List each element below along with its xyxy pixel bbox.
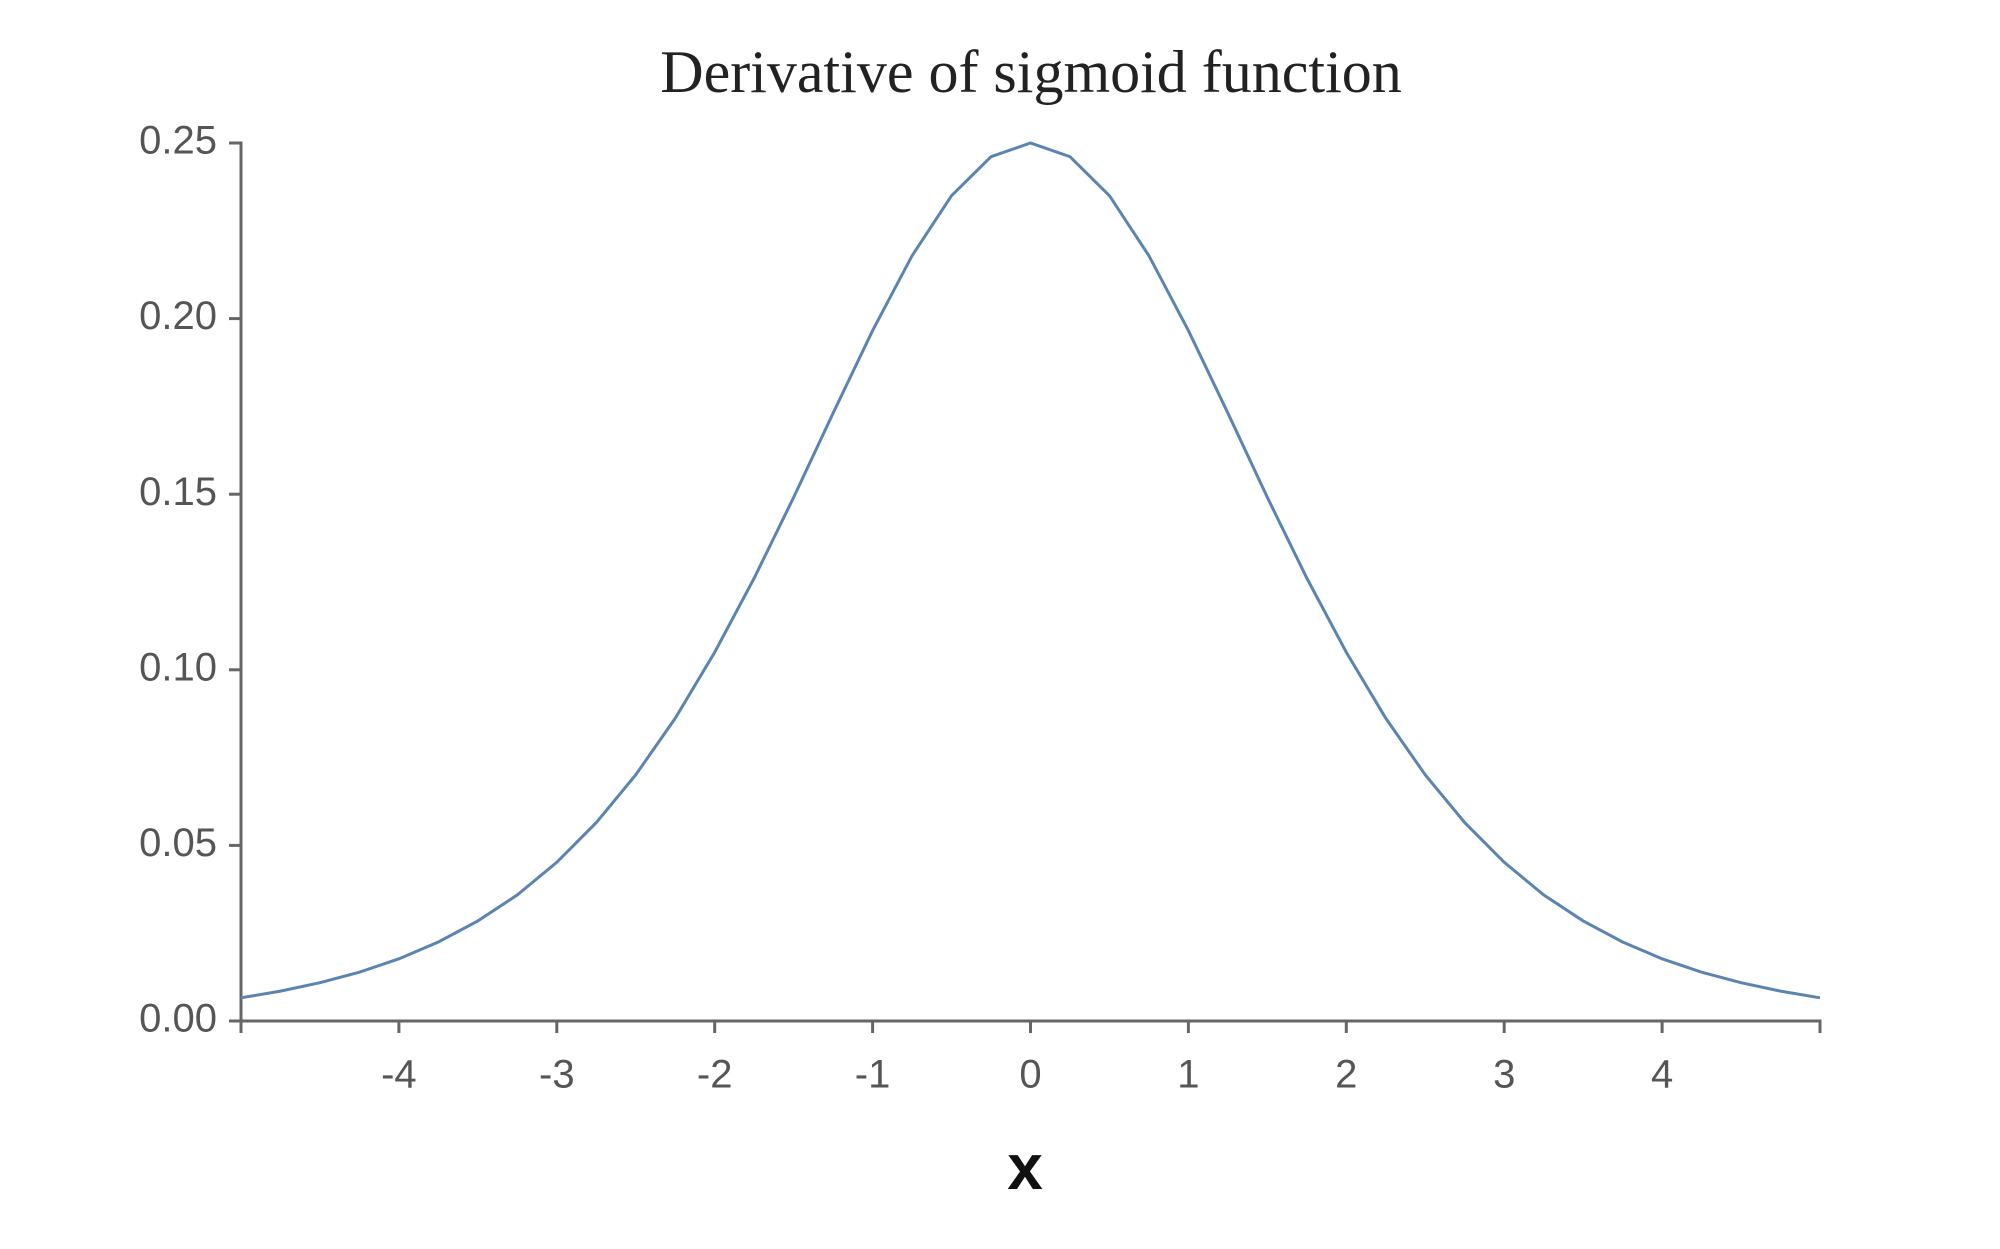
- y-tick-label: 0.25: [139, 119, 217, 163]
- x-tick-label: -3: [539, 1053, 575, 1097]
- y-tick-label: 0.05: [139, 821, 217, 865]
- x-tick-label: 2: [1335, 1053, 1357, 1097]
- y-tick-label: 0.15: [139, 470, 217, 514]
- x-tick-label: -4: [381, 1053, 417, 1097]
- y-axis: [229, 141, 243, 1021]
- x-tick-label: -1: [855, 1053, 891, 1097]
- x-tick-label: 1: [1177, 1053, 1199, 1097]
- x-axis-label: x: [1007, 1131, 1043, 1203]
- x-tick-label: 0: [1019, 1053, 1041, 1097]
- y-tick-label: 0.10: [139, 645, 217, 689]
- x-tick-label: 4: [1651, 1053, 1673, 1097]
- line: [240, 141, 1821, 1000]
- y-tick-label: 0.20: [139, 294, 217, 338]
- x-tick-label: 3: [1493, 1053, 1515, 1097]
- x-tick-label: -2: [697, 1053, 733, 1097]
- y-tick-label: 0.00: [139, 997, 217, 1041]
- chart-title: Derivative of sigmoid function: [660, 39, 1402, 105]
